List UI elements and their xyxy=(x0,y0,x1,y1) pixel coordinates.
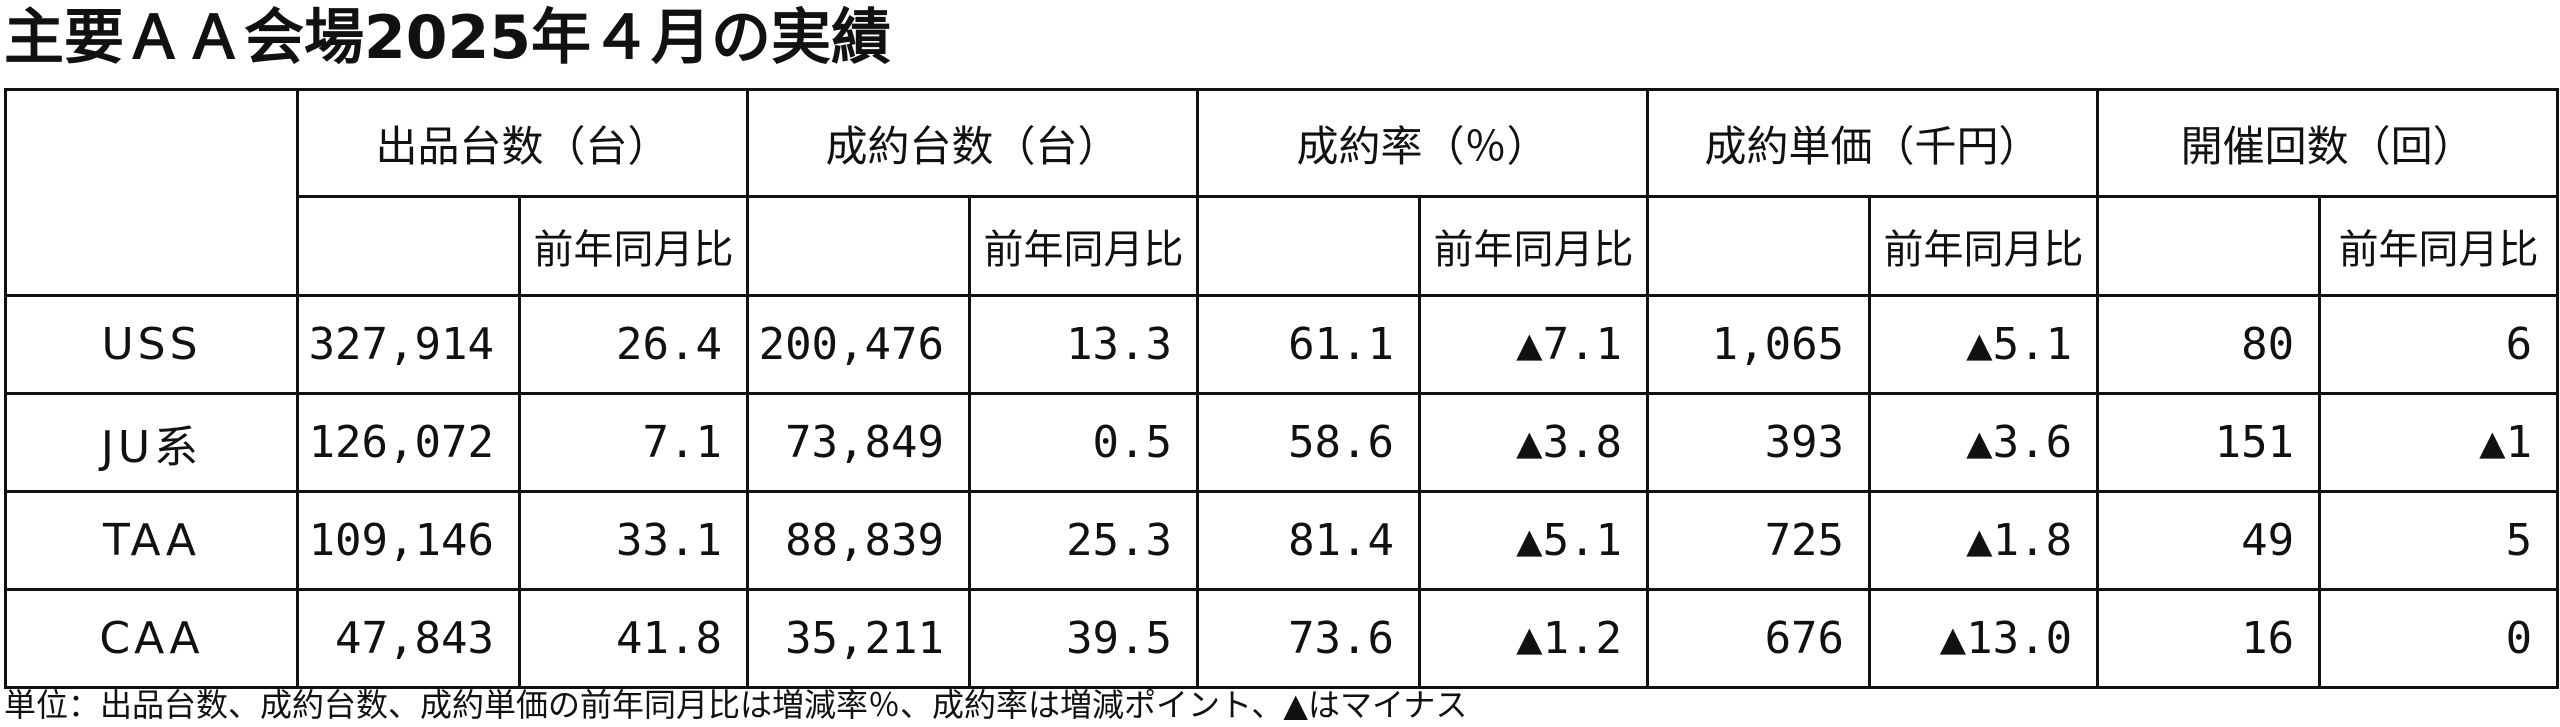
contracts-value: 73,849 xyxy=(746,392,972,493)
corner-cell xyxy=(4,88,299,197)
header-spacer xyxy=(2096,196,2322,297)
page-title: 主要ＡＡ会場2025年４月の実績 xyxy=(4,3,891,73)
listings-yoy: 41.8 xyxy=(517,588,750,689)
contract-rate-yoy: ▲7.1 xyxy=(1418,294,1650,395)
unit-price-value: 393 xyxy=(1646,392,1872,493)
listings-value: 109,146 xyxy=(296,490,521,591)
contracts-yoy: 39.5 xyxy=(968,588,1200,689)
footnote: 単位：出品台数、成約台数、成約単価の前年同月比は増減率％、成約率は増減ポイント、… xyxy=(4,686,1468,724)
unit-price-yoy: ▲5.1 xyxy=(1868,294,2100,395)
venue-name: USS xyxy=(4,294,299,395)
sessions-value: 49 xyxy=(2096,490,2322,591)
contract-rate-value: 73.6 xyxy=(1196,588,1422,689)
venue-name: JU系 xyxy=(4,392,299,493)
contract-rate-yoy: ▲3.8 xyxy=(1418,392,1650,493)
sessions-value: 80 xyxy=(2096,294,2322,395)
listings-yoy: 33.1 xyxy=(517,490,750,591)
contracts-yoy: 0.5 xyxy=(968,392,1200,493)
contracts-value: 88,839 xyxy=(746,490,972,591)
listings-value: 47,843 xyxy=(296,588,521,689)
results-table: 出品台数（台） 成約台数（台） 成約率（％） 成約単価（千円） 開催回数（回） … xyxy=(4,88,2560,689)
header-spacer xyxy=(746,196,972,297)
contract-rate-value: 81.4 xyxy=(1196,490,1422,591)
col-header-listings: 出品台数（台） xyxy=(295,88,750,198)
venue-name: TAA xyxy=(4,490,299,591)
listings-value: 126,072 xyxy=(296,392,521,493)
col-header-contract-rate: 成約率（％） xyxy=(1196,88,1650,198)
unit-price-yoy: ▲3.6 xyxy=(1868,392,2100,493)
table-row: TAA 109,146 33.1 88,839 25.3 81.4 ▲5.1 7… xyxy=(4,490,2560,591)
header-row-yoy: 前年同月比 前年同月比 前年同月比 前年同月比 前年同月比 xyxy=(4,195,2560,297)
venue-name: CAA xyxy=(4,588,299,689)
col-header-sessions: 開催回数（回） xyxy=(2096,88,2560,198)
listings-yoy: 7.1 xyxy=(517,392,750,493)
contract-rate-yoy: ▲1.2 xyxy=(1418,588,1650,689)
header-spacer xyxy=(1196,196,1422,297)
contracts-value: 200,476 xyxy=(746,294,972,395)
unit-price-yoy: ▲1.8 xyxy=(1868,490,2100,591)
header-row-groups: 出品台数（台） 成約台数（台） 成約率（％） 成約単価（千円） 開催回数（回） xyxy=(4,88,2560,198)
sessions-value: 16 xyxy=(2096,588,2322,689)
yoy-header: 前年同月比 xyxy=(2318,195,2560,297)
yoy-header: 前年同月比 xyxy=(1418,195,1650,297)
yoy-header: 前年同月比 xyxy=(968,195,1200,297)
contracts-yoy: 25.3 xyxy=(968,490,1200,591)
unit-price-value: 1,065 xyxy=(1646,294,1872,395)
corner-cell-lower xyxy=(4,196,299,297)
sessions-yoy: 5 xyxy=(2318,490,2560,591)
contract-rate-value: 61.1 xyxy=(1196,294,1422,395)
sessions-value: 151 xyxy=(2096,392,2322,493)
col-header-unit-price: 成約単価（千円） xyxy=(1646,88,2100,198)
contract-rate-value: 58.6 xyxy=(1196,392,1422,493)
table-row: CAA 47,843 41.8 35,211 39.5 73.6 ▲1.2 67… xyxy=(4,588,2560,689)
header-spacer xyxy=(1646,196,1872,297)
contracts-yoy: 13.3 xyxy=(968,294,1200,395)
table-row: JU系 126,072 7.1 73,849 0.5 58.6 ▲3.8 393… xyxy=(4,392,2560,493)
sessions-yoy: 6 xyxy=(2318,294,2560,395)
col-header-contracts: 成約台数（台） xyxy=(746,88,1200,198)
yoy-header: 前年同月比 xyxy=(517,195,750,297)
unit-price-value: 676 xyxy=(1646,588,1872,689)
listings-yoy: 26.4 xyxy=(517,294,750,395)
yoy-header: 前年同月比 xyxy=(1868,195,2100,297)
header-spacer xyxy=(296,196,521,297)
sessions-yoy: ▲1 xyxy=(2318,392,2560,493)
unit-price-value: 725 xyxy=(1646,490,1872,591)
table-row: USS 327,914 26.4 200,476 13.3 61.1 ▲7.1 … xyxy=(4,294,2560,395)
unit-price-yoy: ▲13.0 xyxy=(1868,588,2100,689)
contracts-value: 35,211 xyxy=(746,588,972,689)
listings-value: 327,914 xyxy=(296,294,521,395)
contract-rate-yoy: ▲5.1 xyxy=(1418,490,1650,591)
sessions-yoy: 0 xyxy=(2318,588,2560,689)
